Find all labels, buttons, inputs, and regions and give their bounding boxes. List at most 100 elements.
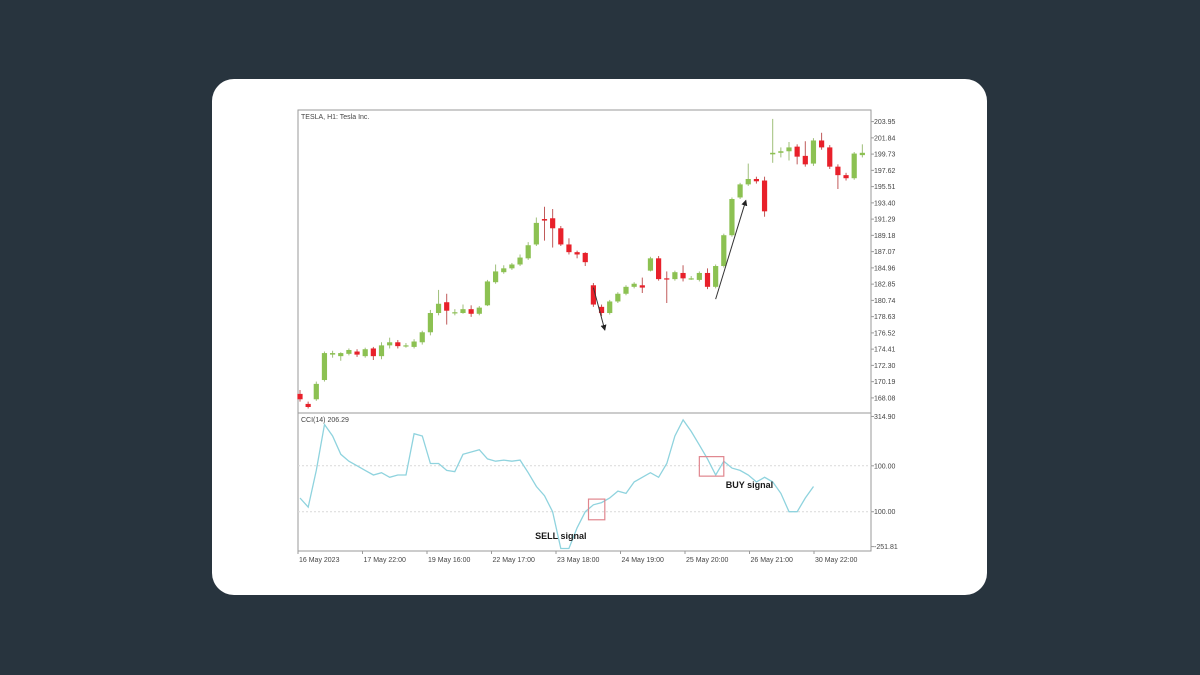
candle-body xyxy=(639,285,645,288)
candle-body xyxy=(395,342,401,347)
candle-body xyxy=(484,281,491,306)
candle-body xyxy=(802,155,808,165)
candle xyxy=(607,299,613,315)
signal-label: SELL signal xyxy=(535,531,586,541)
candle-body xyxy=(533,222,539,245)
candle xyxy=(427,309,433,336)
price-tick-label: 168.08 xyxy=(874,395,896,402)
candle-body xyxy=(835,166,841,176)
candle-body xyxy=(794,146,800,157)
trend-arrow xyxy=(715,199,748,300)
candle xyxy=(338,352,344,361)
candle xyxy=(533,217,539,247)
candle-body xyxy=(566,244,572,253)
candle xyxy=(558,225,564,247)
candle-body xyxy=(827,147,833,167)
candle xyxy=(696,271,702,282)
candle xyxy=(321,351,328,382)
cci-signals: SELL signal BUY signal xyxy=(535,456,773,541)
chart-frame: TESLA, H1: Tesla Inc. 203.95 201.84 199.73… xyxy=(293,107,907,569)
cci-series-line xyxy=(299,418,815,550)
candle xyxy=(745,163,751,186)
candle-body xyxy=(582,252,588,263)
candle-body xyxy=(378,345,385,357)
candle xyxy=(737,182,743,200)
candle-body xyxy=(403,345,409,347)
candle xyxy=(305,401,311,409)
candle xyxy=(770,118,776,163)
candle-body xyxy=(721,235,727,267)
candle xyxy=(346,348,352,356)
time-tick-label: 22 May 17:00 xyxy=(493,557,536,564)
candle xyxy=(452,309,458,316)
candle-body xyxy=(664,278,670,280)
candle-body xyxy=(761,180,768,212)
candle-body xyxy=(623,286,629,294)
candle-body xyxy=(819,140,825,148)
candle xyxy=(493,264,499,284)
price-tick-label: 176.52 xyxy=(874,330,896,337)
price-tick-label: 189.18 xyxy=(874,233,896,240)
candle-body xyxy=(753,178,759,182)
candle-body xyxy=(786,147,792,152)
candle-body xyxy=(411,341,417,347)
candle-body xyxy=(305,403,311,407)
time-tick-label: 25 May 20:00 xyxy=(686,557,729,564)
price-tick-label: 180.74 xyxy=(874,298,896,305)
candle xyxy=(623,285,629,296)
price-tick-label: 174.41 xyxy=(874,347,896,354)
candle xyxy=(525,242,531,260)
candle-body xyxy=(330,353,336,355)
candle xyxy=(631,282,637,289)
candle-body xyxy=(737,184,743,198)
candle xyxy=(370,346,376,361)
candle-body xyxy=(704,272,711,287)
candle xyxy=(639,277,645,293)
candle-body xyxy=(444,302,450,311)
candle-body xyxy=(590,285,596,305)
candle-body xyxy=(656,258,662,280)
time-tick-label: 23 May 18:00 xyxy=(557,557,600,564)
time-tick-label: 17 May 22:00 xyxy=(364,557,407,564)
signal-box xyxy=(587,498,606,521)
candle xyxy=(378,342,385,360)
candle-body xyxy=(321,353,328,381)
candle-body xyxy=(493,271,499,283)
candle-body xyxy=(680,272,686,279)
candle-body xyxy=(598,306,605,314)
candle-body xyxy=(778,151,784,153)
time-tick-label: 24 May 19:00 xyxy=(622,557,665,564)
candle xyxy=(672,270,678,281)
cci-tick-label: -251.81 xyxy=(874,544,898,551)
candle xyxy=(574,250,580,259)
candle xyxy=(656,256,662,281)
price-tick-label: 195.51 xyxy=(874,184,896,191)
cci-tick-label: 314.90 xyxy=(874,414,896,421)
candle xyxy=(835,164,841,189)
candle xyxy=(468,305,474,317)
candle-body xyxy=(810,140,817,164)
candle-body xyxy=(672,272,678,280)
candle xyxy=(541,206,548,241)
candle xyxy=(794,144,800,165)
candle-body xyxy=(509,264,515,269)
candle-body xyxy=(770,152,776,155)
time-tick-label: 19 May 16:00 xyxy=(428,557,471,564)
cci-tick-label: 100.00 xyxy=(874,509,896,516)
candle xyxy=(688,276,694,280)
candle xyxy=(786,142,792,161)
candle-body xyxy=(346,349,352,354)
candle xyxy=(761,176,768,217)
candle xyxy=(395,339,401,349)
time-tick-label: 16 May 2023 xyxy=(299,557,340,564)
candle xyxy=(647,256,654,272)
price-tick-label: 170.19 xyxy=(874,379,896,386)
candle-body xyxy=(435,303,442,314)
candle xyxy=(313,381,319,401)
candle-body xyxy=(313,383,319,400)
candle-body xyxy=(615,293,621,302)
candle xyxy=(387,337,393,349)
candle-body xyxy=(541,219,548,221)
candle xyxy=(476,306,482,316)
candle-body xyxy=(362,349,368,357)
